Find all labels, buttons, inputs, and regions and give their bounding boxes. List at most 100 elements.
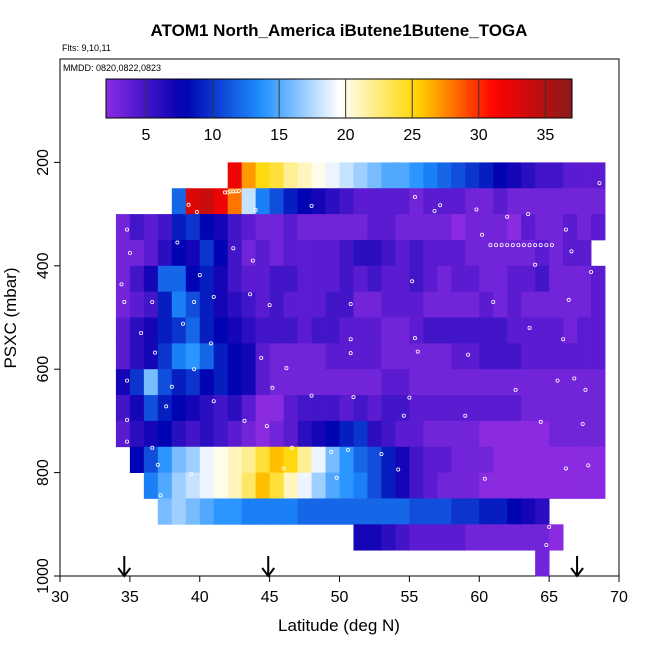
- heatmap-cell: [409, 214, 424, 241]
- x-tick-label: 40: [191, 589, 209, 606]
- heatmap-cell: [269, 369, 285, 396]
- heatmap-cell: [213, 265, 229, 293]
- heatmap-cell: [521, 498, 536, 525]
- heatmap-cell: [437, 472, 452, 499]
- heatmap-cell: [577, 239, 592, 267]
- heatmap-cell: [297, 162, 312, 189]
- heatmap-cell: [521, 188, 536, 215]
- chart-title: ATOM1 North_America iButene1Butene_TOGA: [151, 21, 528, 40]
- heatmap-cell: [353, 214, 368, 241]
- heatmap-cell: [283, 239, 298, 267]
- heatmap-cell: [241, 265, 257, 293]
- heatmap-cell: [143, 291, 159, 318]
- x-tick-label: 35: [121, 589, 139, 606]
- sample-point: [516, 243, 521, 248]
- heatmap-cell: [423, 239, 438, 267]
- sample-point: [410, 279, 415, 284]
- sample-point: [125, 417, 130, 422]
- heatmap-cell: [423, 265, 438, 293]
- heatmap-cell: [367, 317, 382, 344]
- heatmap-cell: [507, 472, 522, 499]
- heatmap-cell: [479, 446, 494, 473]
- heatmap-cell: [255, 395, 271, 422]
- sample-point: [499, 243, 504, 248]
- sample-point: [139, 331, 144, 336]
- sample-point: [544, 243, 549, 248]
- heatmap-cell: [353, 162, 368, 189]
- heatmap-cell: [339, 343, 354, 370]
- heatmap-cell: [171, 446, 187, 473]
- heatmap-cell: [171, 214, 187, 241]
- heatmap-cell: [255, 472, 271, 499]
- heatmap-cell: [395, 291, 410, 318]
- heatmap-cell: [507, 188, 522, 215]
- x-axis: 30 35 40 45 50 55 60 65 70: [51, 576, 628, 606]
- heatmap-cell: [507, 420, 522, 448]
- heatmap-cell: [255, 214, 271, 241]
- heatmap-cell: [479, 317, 494, 344]
- heatmap-cell: [437, 498, 452, 525]
- heatmap-cell: [283, 214, 298, 241]
- heatmap-cell: [353, 472, 368, 499]
- heatmap-cell: [563, 317, 578, 344]
- heatmap-cell: [199, 369, 215, 396]
- heatmap-cell: [199, 188, 215, 215]
- heatmap-cell: [563, 214, 578, 241]
- heatmap-cell: [493, 524, 508, 551]
- heatmap-cell: [185, 369, 201, 396]
- sample-point: [521, 243, 526, 248]
- heatmap-cell: [521, 291, 536, 318]
- heatmap-cell: [381, 498, 396, 525]
- heatmap-cell: [255, 498, 271, 525]
- heatmap-cell: [353, 395, 368, 422]
- heatmap-cell: [171, 420, 187, 448]
- heatmap-cell: [115, 214, 131, 241]
- heatmap-cell: [549, 524, 564, 551]
- heatmap-cell: [269, 265, 285, 293]
- heatmap-cell: [311, 343, 326, 370]
- heatmap-cell: [493, 472, 508, 499]
- heatmap-cell: [395, 395, 410, 422]
- y-tick-label: 400: [35, 252, 52, 279]
- heatmap-cell: [409, 162, 424, 189]
- sample-point: [482, 476, 487, 481]
- heatmap-cell: [171, 317, 187, 344]
- heatmap-cell: [479, 524, 494, 551]
- heatmap-cell: [563, 343, 578, 370]
- heatmap-cell: [129, 291, 145, 318]
- heatmap-cell: [325, 239, 340, 267]
- heatmap-cell: [241, 395, 257, 422]
- heatmap-cell: [283, 291, 298, 318]
- sample-point: [533, 262, 538, 267]
- heatmap-cell: [507, 446, 522, 473]
- heatmap-cell: [213, 420, 229, 448]
- heatmap-cell: [479, 162, 494, 189]
- heatmap-cell: [269, 446, 285, 473]
- heatmap-cell: [535, 420, 550, 448]
- heatmap-cell: [465, 239, 480, 267]
- heatmap-cell: [185, 188, 201, 215]
- heatmap-cell: [213, 188, 229, 215]
- heatmap-cell: [255, 291, 271, 318]
- heatmap-cell: [423, 162, 438, 189]
- heatmap-cell: [297, 265, 312, 293]
- heatmap-cell: [591, 395, 606, 422]
- heatmap-cell: [227, 420, 243, 448]
- heatmap-cell: [339, 162, 354, 189]
- heatmap-cell: [395, 498, 410, 525]
- heatmap-cell: [577, 188, 592, 215]
- heatmap-cell: [507, 317, 522, 344]
- heatmap-cell: [311, 291, 326, 318]
- heatmap-cell: [297, 291, 312, 318]
- heatmap-cell: [311, 446, 326, 473]
- sample-point: [284, 366, 289, 371]
- heatmap-cell: [353, 188, 368, 215]
- sample-point: [348, 302, 353, 307]
- heatmap-cell: [311, 369, 326, 396]
- heatmap-cell: [381, 369, 396, 396]
- sample-point: [211, 399, 216, 404]
- heatmap-cell: [563, 420, 578, 448]
- colorbar-tick-label: 30: [470, 127, 488, 144]
- colorbar: 5 10 15 20 25 30 35: [105, 78, 573, 144]
- heatmap-cell: [241, 472, 257, 499]
